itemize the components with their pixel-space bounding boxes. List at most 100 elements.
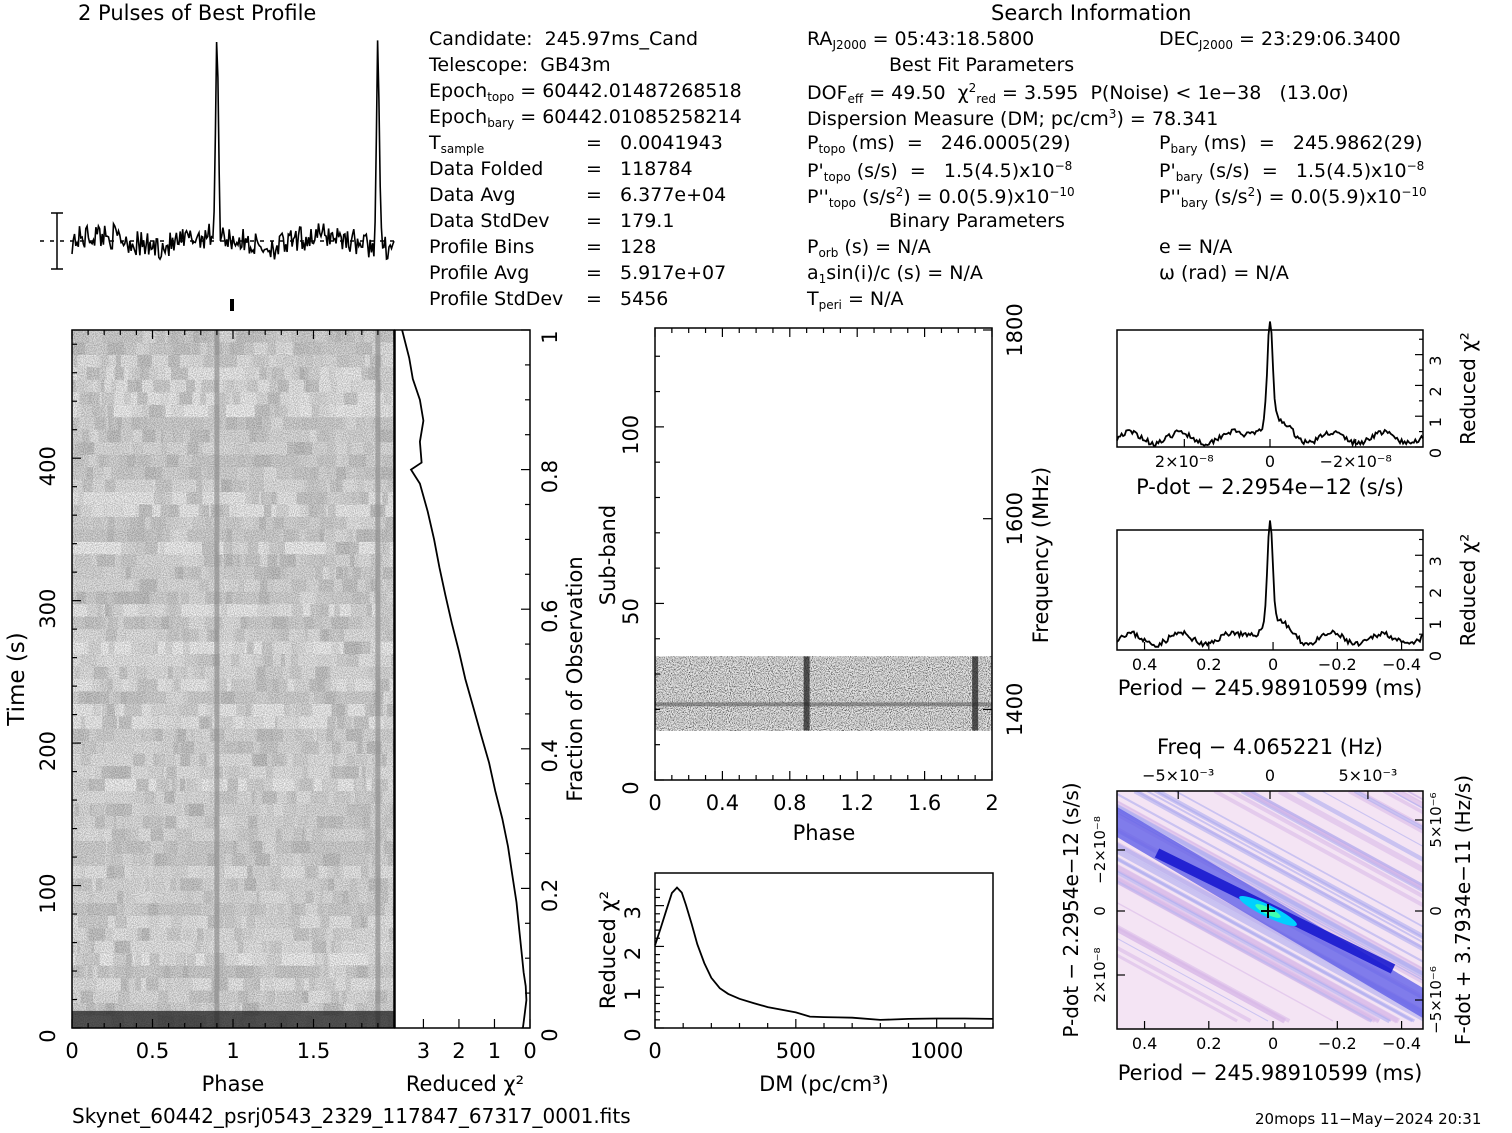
profile-phase-marker: [230, 299, 234, 311]
subband-y2label: Frequency (MHz): [1029, 467, 1053, 643]
time-phase-xtick-label: 1: [226, 1039, 239, 1063]
pdot_curve-ytick-label: 1: [1426, 417, 1445, 427]
epoch-bary-sub: bary: [487, 116, 515, 130]
pdot_curve-ylabel: Reduced χ²: [1456, 332, 1480, 445]
period_curve-ytick-label: 2: [1426, 588, 1445, 598]
dm-ytick-label: 3: [621, 906, 645, 919]
plane-streak: [1117, 901, 1334, 1022]
time-phase-ytick-label: 100: [36, 874, 60, 914]
pddtopo-sup: 2: [895, 185, 904, 199]
pdot_curve-ytick-label: 0: [1426, 448, 1445, 458]
subband-grain: [655, 656, 992, 731]
plane-xlabel: Period − 245.98910599 (ms): [1118, 1061, 1423, 1085]
period_curve-xtick-label: −0.2: [1318, 655, 1357, 674]
plane-streak: [1500, 791, 1512, 1021]
data-avg-label: Data Avg: [429, 184, 516, 206]
period_curve-frame: [1116, 529, 1424, 651]
time-phase-xtick-label: 1.5: [297, 1039, 330, 1063]
plane-x2tick-label: −5×10⁻³: [1142, 766, 1214, 785]
period_curve-xtick-label: −0.4: [1382, 655, 1421, 674]
data-folded-value: = 118784: [586, 158, 693, 180]
time-phase-ytick-label: 400: [36, 446, 60, 486]
data-folded-label: Data Folded: [429, 158, 544, 180]
plane-streak: [1321, 791, 1423, 847]
ra-label: RA: [807, 28, 833, 50]
pdot_curve-xtick-label: 0: [1265, 452, 1275, 471]
data-stddev-label: Data StdDev: [429, 210, 550, 232]
plane-streak: [1277, 791, 1423, 874]
best-fit-title: Best Fit Parameters: [889, 54, 1075, 76]
subband-xtick-label: 0.8: [773, 791, 806, 815]
time-chi2-ytick-label: 1: [538, 330, 562, 343]
chi2-sub: red: [976, 92, 996, 106]
a1-row: a1sin(i)/c (s) = N/A: [807, 264, 983, 286]
data-avg-value: = 6.377e+04: [586, 184, 727, 206]
profile-line: [71, 40, 395, 261]
subband-phase-plot: 0 0.4 0.8 1.2 1.6 2 0 50 100 1400 1600 1800 Phase Sub…: [596, 303, 1053, 845]
pddtopo-value: (s/s: [861, 186, 896, 208]
candidate-label: Candidate:: [429, 28, 533, 50]
subband-y2tick-label: 1600: [1003, 492, 1027, 545]
pdot_curve-line: [1116, 321, 1424, 448]
period_curve-ylabel: Reduced χ²: [1456, 534, 1480, 647]
subband-pulse-1: [803, 656, 810, 731]
period_curve-xtick-label: 0.4: [1132, 655, 1157, 674]
time-phase-image: [72, 330, 394, 1028]
plane-x2tick-label: 5×10⁻³: [1339, 766, 1398, 785]
telescope-value: GB43m: [540, 54, 611, 76]
pdtopo-exp: −8: [1054, 159, 1073, 173]
plane-y2tick-label: −5×10⁻⁶: [1427, 966, 1445, 1034]
plane-y2tick-label: 5×10⁻⁶: [1427, 792, 1445, 847]
plane-x2tick-label: 0: [1265, 766, 1275, 785]
plane-streak: [1117, 803, 1423, 977]
plane-ylabel: P-dot − 2.2954e−12 (s/s): [1059, 782, 1083, 1037]
telescope-label: Telescope:: [429, 54, 529, 76]
plane-streak: [1117, 879, 1373, 1023]
period_curve-ytick-label: 1: [1426, 619, 1445, 629]
pbary-label: P: [1159, 132, 1171, 154]
time-chi2-frame: [394, 329, 531, 1029]
pdot_curve-frame: [1116, 329, 1424, 448]
plane-streak: [1117, 953, 1238, 1023]
telescope-row: Telescope: GB43m: [429, 56, 611, 75]
plane-ytick-label: 0: [1091, 906, 1109, 916]
dm-ylabel: Reduced χ²: [596, 891, 620, 1009]
candidate-value: 245.97ms_Cand: [544, 28, 699, 50]
subband-ytick-label: 100: [619, 415, 643, 455]
dm-xlabel: DM (pc/cm³): [759, 1072, 889, 1096]
dm-ytick-label: 2: [621, 947, 645, 960]
plane-xtick-label: 0.4: [1132, 1034, 1157, 1053]
profile-title: 2 Pulses of Best Profile: [78, 1, 317, 25]
period_curve-xtick-label: 0.2: [1196, 655, 1221, 674]
time-chi2-xtick-label: 0: [523, 1039, 536, 1063]
period_curve-line: [1116, 520, 1424, 648]
time-chi2-ytick-label: 0.8: [538, 460, 562, 493]
ptopo-sub: topo: [818, 142, 846, 156]
subband-y2tick-label: 1800: [1003, 303, 1027, 356]
plane-y2label: F-dot + 3.7934e−11 (Hz/s): [1451, 775, 1475, 1045]
pddbary-exp: −10: [1401, 185, 1427, 199]
plane-streak: [1249, 791, 1423, 888]
plane-streak: [1480, 791, 1512, 1021]
pddbary-sup: 2: [1247, 185, 1256, 199]
plane-streak: [1157, 791, 1423, 939]
candidate-row: Candidate: 245.97ms_Cand: [429, 30, 698, 49]
plane-streak: [1135, 791, 1423, 950]
tsample-value: = 0.0041943: [586, 132, 723, 154]
dm-frame: [654, 872, 994, 1029]
plane-xtick-label: 0.2: [1196, 1034, 1221, 1053]
period_curve-ytick-label: 3: [1426, 556, 1445, 566]
plane-streak: [1244, 791, 1423, 890]
plane-streak: [1174, 791, 1423, 928]
plane-streak: [1117, 800, 1423, 973]
plane-streak: [1117, 937, 1269, 1022]
dm-xtick-label: 500: [776, 1039, 816, 1063]
dm-sup: 3: [1108, 107, 1117, 121]
subband-ytick-label: 0: [619, 781, 643, 794]
dec-label: DEC: [1159, 28, 1199, 50]
pddbary-row: P''bary (s/s2) = 0.0(5.9)x10−10: [1159, 186, 1427, 209]
binary-title: Binary Parameters: [889, 210, 1065, 232]
time-phase-grain: [72, 330, 394, 1028]
